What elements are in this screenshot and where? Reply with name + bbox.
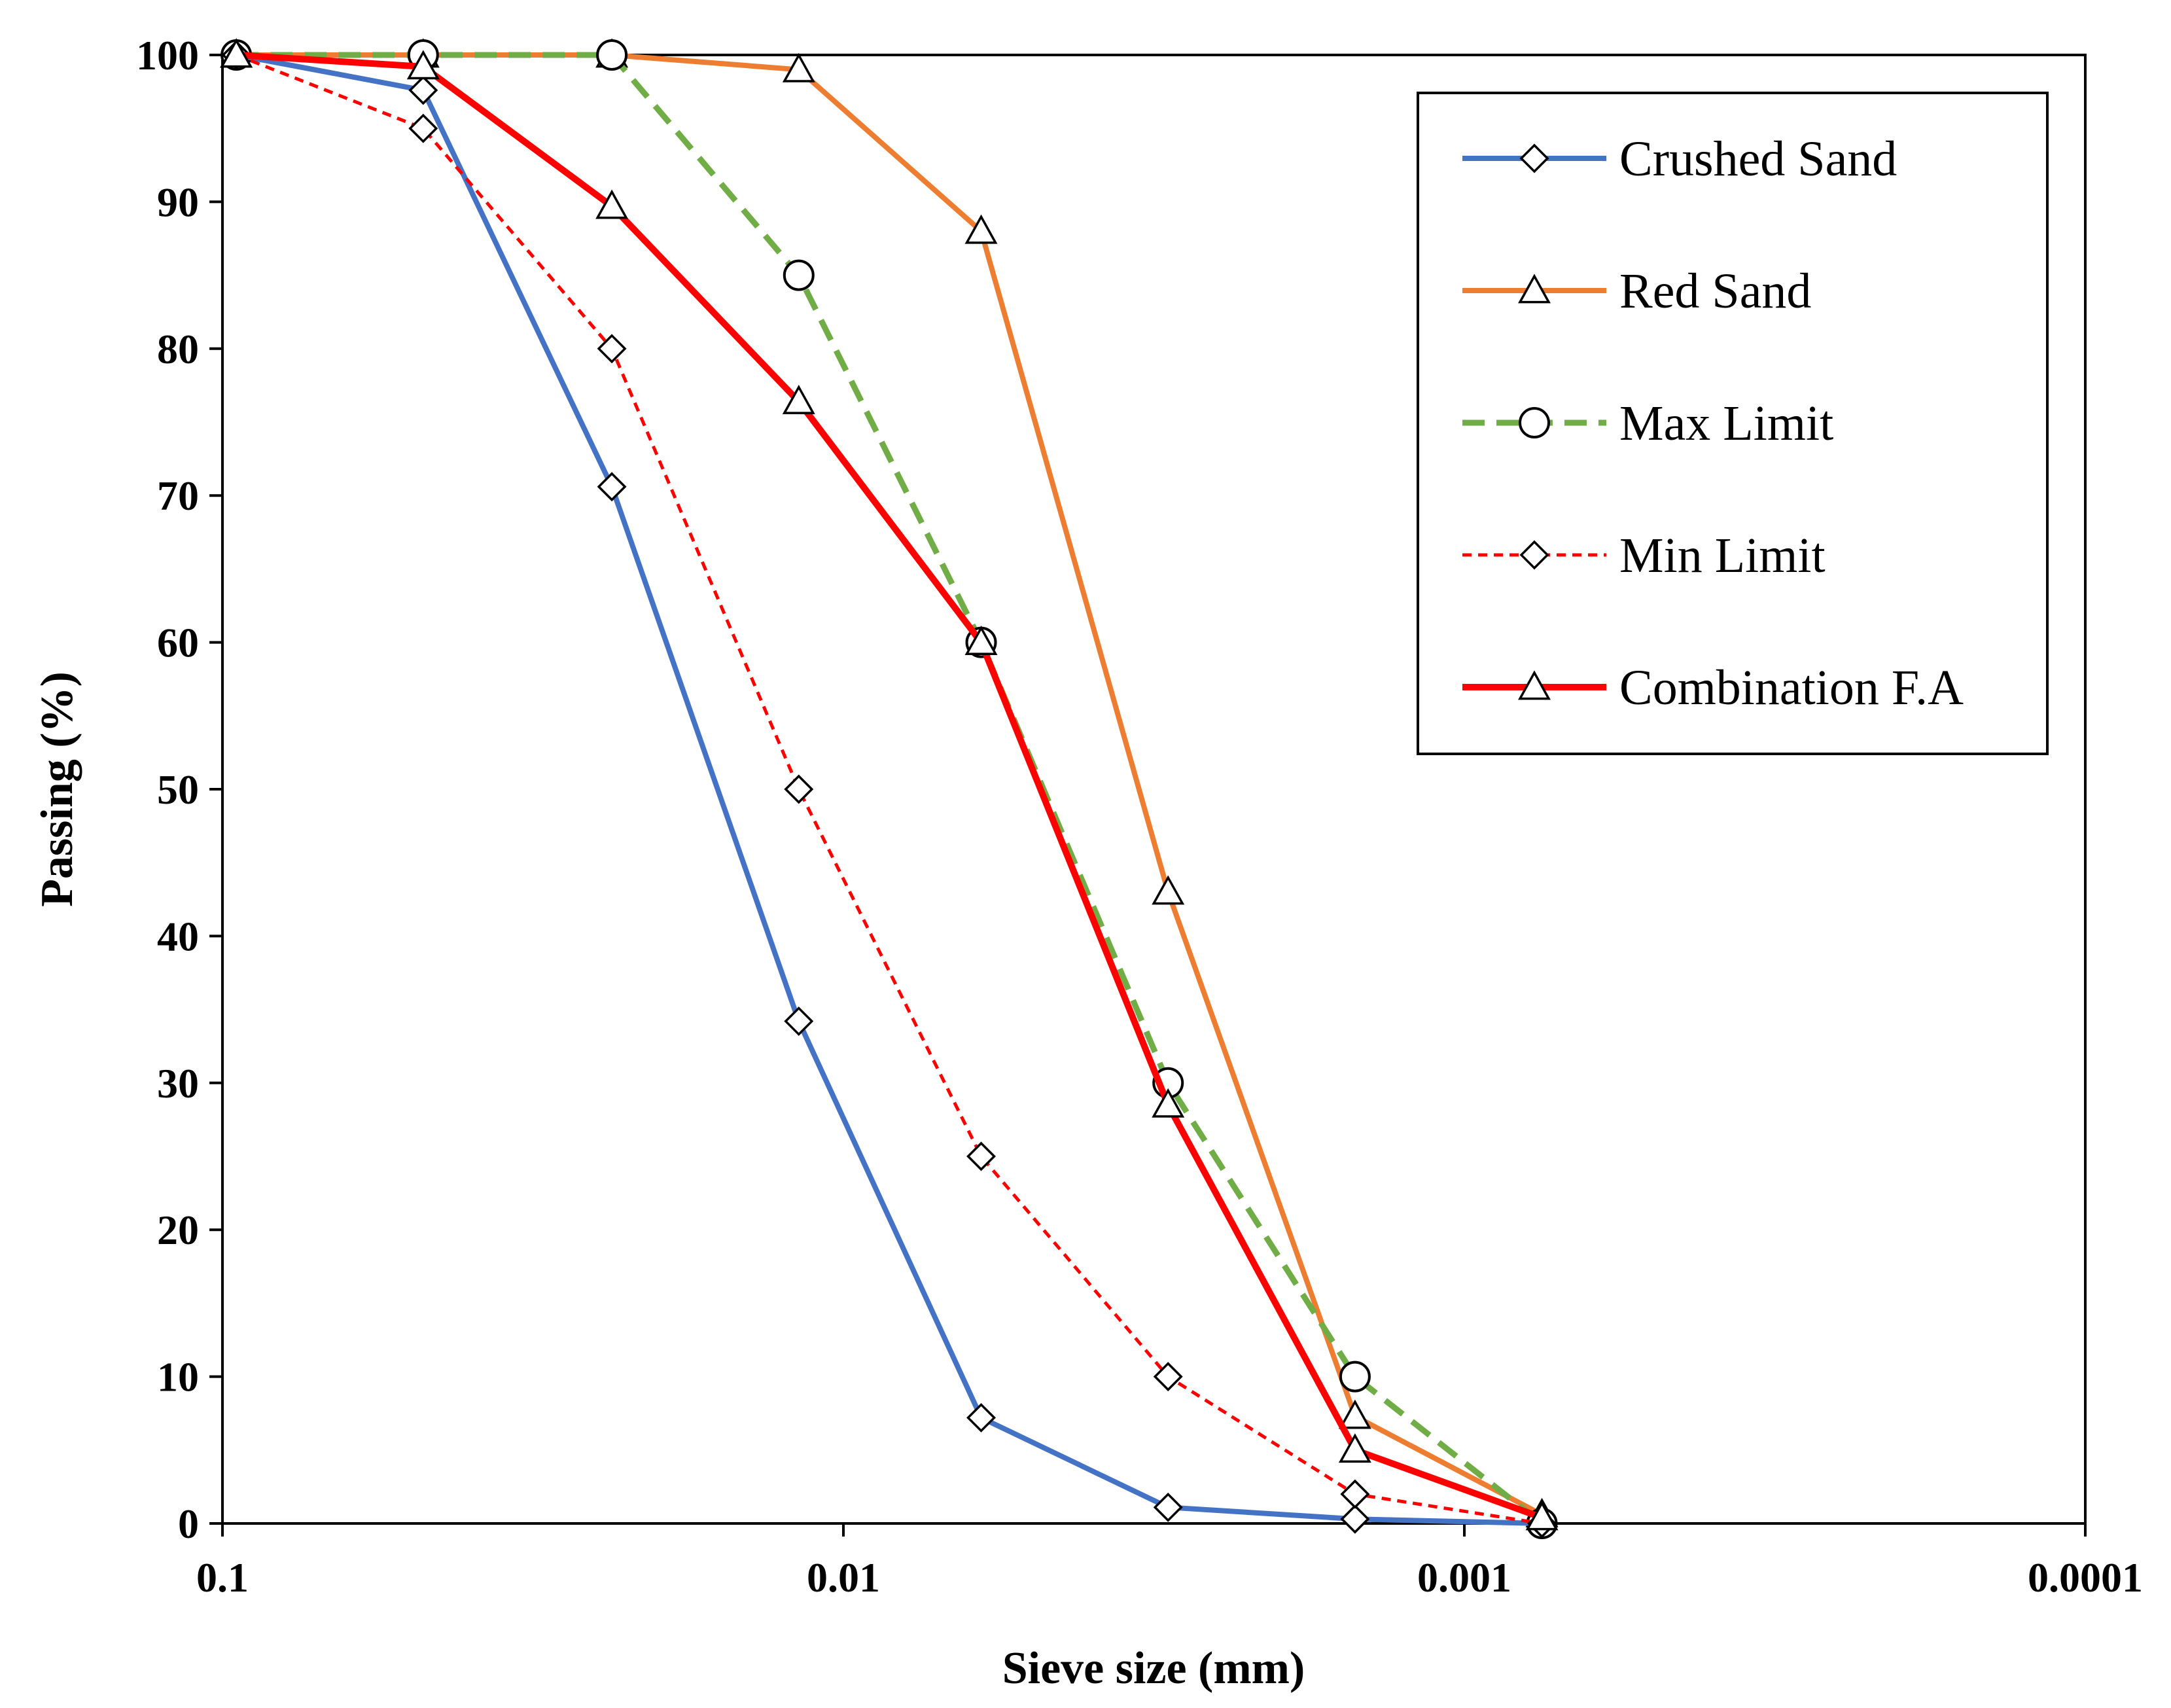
legend-entry-max-limit: Max Limit bbox=[1462, 396, 1833, 451]
y-tick-label: 50 bbox=[157, 766, 199, 813]
legend-marker-red-sand bbox=[1518, 274, 1551, 304]
series-line-crushed-sand bbox=[236, 52, 1542, 1526]
legend-marker-crushed-sand bbox=[1519, 143, 1549, 173]
y-axis-title: Passing (%) bbox=[32, 671, 82, 907]
legend: Crushed Sand Red Sand Max Limit Min Limit Co… bbox=[1417, 92, 2049, 755]
data-point-combination-f-a bbox=[595, 189, 629, 219]
data-point-combination-f-a bbox=[406, 50, 440, 80]
data-point-combination-f-a bbox=[1525, 1501, 1559, 1531]
data-point-min-limit bbox=[1340, 1479, 1370, 1509]
data-point-red-sand bbox=[1152, 875, 1185, 905]
legend-label-max-limit: Max Limit bbox=[1619, 396, 1833, 451]
data-point-crushed-sand bbox=[597, 472, 627, 502]
data-point-min-limit bbox=[408, 113, 438, 143]
data-point-min-limit bbox=[784, 774, 814, 804]
x-tick-label: 0.0001 bbox=[2028, 1554, 2143, 1601]
data-point-crushed-sand bbox=[966, 1402, 997, 1432]
data-point-min-limit bbox=[597, 334, 627, 364]
legend-entry-combination-f-a: Combination F.A bbox=[1462, 660, 1964, 715]
data-point-combination-f-a bbox=[220, 38, 253, 68]
axis-ticks: 0 10 20 30 40 50 60 70 80 90 100 0.1 0.01 0.001 0.0001 bbox=[136, 32, 2143, 1601]
x-tick-label: 0.1 bbox=[196, 1554, 249, 1601]
y-tick-label: 30 bbox=[157, 1060, 199, 1107]
y-tick-label: 60 bbox=[157, 620, 199, 666]
legend-label-red-sand: Red Sand bbox=[1619, 264, 1811, 319]
data-point-max-limit bbox=[783, 259, 815, 291]
data-point-red-sand bbox=[782, 52, 815, 82]
data-point-crushed-sand bbox=[408, 75, 438, 105]
legend-label-combination-f-a: Combination F.A bbox=[1619, 660, 1964, 715]
y-tick-label: 100 bbox=[136, 32, 199, 79]
data-point-red-sand bbox=[964, 214, 998, 244]
legend-marker-min-limit bbox=[1519, 540, 1549, 570]
data-point-crushed-sand bbox=[1340, 1504, 1370, 1534]
legend-marker-max-limit bbox=[1519, 407, 1550, 438]
x-tick-label: 0.01 bbox=[807, 1554, 880, 1601]
series-combination-f-a bbox=[220, 38, 1559, 1531]
data-point-min-limit bbox=[966, 1141, 997, 1171]
data-point-crushed-sand bbox=[1153, 1492, 1183, 1522]
data-point-crushed-sand bbox=[784, 1006, 814, 1037]
series-layer bbox=[220, 38, 1559, 1539]
legend-entry-min-limit: Min Limit bbox=[1462, 528, 1826, 583]
x-tick-label: 0.001 bbox=[1417, 1554, 1511, 1601]
data-point-max-limit bbox=[1339, 1361, 1371, 1393]
data-point-max-limit bbox=[596, 39, 628, 71]
legend-label-min-limit: Min Limit bbox=[1619, 528, 1826, 583]
data-point-red-sand bbox=[1338, 1399, 1371, 1429]
legend-label-crushed-sand: Crushed Sand bbox=[1619, 132, 1897, 187]
y-tick-label: 20 bbox=[157, 1207, 199, 1253]
data-point-combination-f-a bbox=[1152, 1088, 1185, 1118]
data-point-combination-f-a bbox=[1338, 1433, 1371, 1463]
legend-entry-red-sand: Red Sand bbox=[1462, 264, 1811, 319]
y-tick-label: 10 bbox=[157, 1354, 199, 1400]
y-tick-label: 70 bbox=[157, 472, 199, 519]
data-point-combination-f-a bbox=[964, 625, 998, 655]
y-tick-label: 90 bbox=[157, 179, 199, 225]
series-line-combination-f-a bbox=[236, 52, 1544, 1521]
y-tick-label: 40 bbox=[157, 913, 199, 959]
series-line-max-limit bbox=[236, 52, 1544, 1526]
data-point-combination-f-a bbox=[782, 384, 815, 414]
data-point-min-limit bbox=[1153, 1362, 1183, 1392]
legend-entry-crushed-sand: Crushed Sand bbox=[1462, 132, 1897, 187]
y-tick-label: 0 bbox=[178, 1501, 199, 1547]
legend-marker-combination-f-a bbox=[1518, 670, 1551, 700]
y-tick-label: 80 bbox=[157, 326, 199, 372]
x-axis-title: Sieve size (mm) bbox=[1002, 1643, 1305, 1694]
